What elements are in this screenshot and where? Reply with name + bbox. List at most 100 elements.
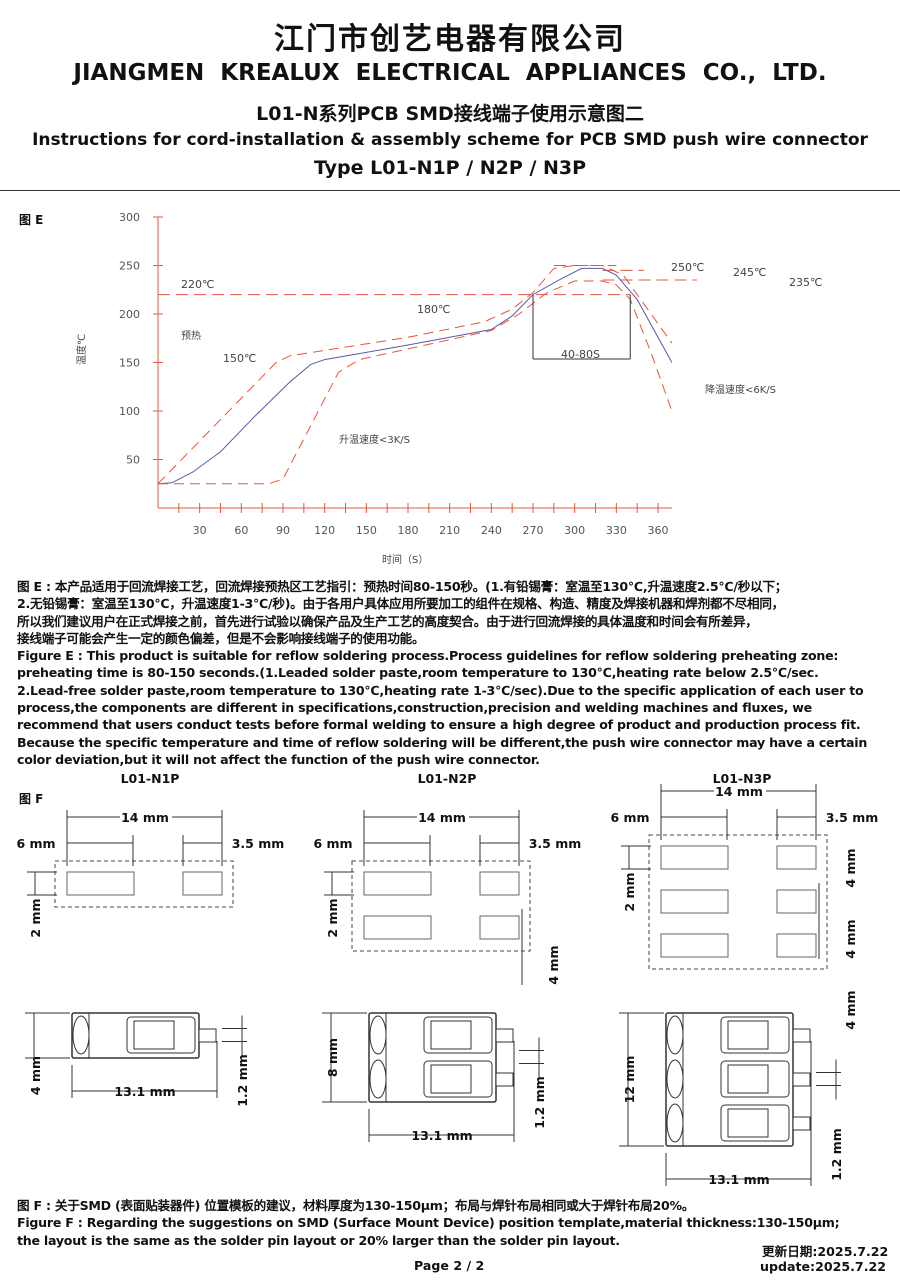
dimension-label: 13.1 mm	[114, 1084, 175, 1099]
paragraph-line: 2.Lead-free solder paste,room temperatur…	[17, 682, 864, 698]
wire-entry-icon	[369, 1015, 387, 1055]
solder-pin	[198, 1028, 217, 1043]
paragraph-line: 2.无铅锡膏：室温至130℃，升温速度1-3℃/秒)。由于各用户具体应用所要加工…	[17, 596, 785, 612]
release-lever	[720, 1016, 790, 1054]
x-tick-label: 180	[398, 524, 419, 537]
solder-pad	[479, 915, 520, 940]
x-tick-label: 360	[648, 524, 669, 537]
dimension-label: 13.1 mm	[708, 1172, 769, 1187]
dimension-label: 1.2 mm	[829, 1128, 844, 1181]
release-lever	[720, 1104, 790, 1142]
wire-entry-icon	[666, 1059, 684, 1099]
dimension-label: 1.2 mm	[532, 1076, 547, 1129]
solder-pad	[182, 871, 223, 896]
paragraph-line: Because the specific temperature and tim…	[17, 734, 868, 750]
paragraph-line: Figure E : This product is suitable for …	[17, 648, 839, 664]
wire-entry-icon	[369, 1059, 387, 1099]
solder-pin	[495, 1028, 514, 1043]
ref-235-label: 235℃	[789, 276, 822, 289]
company-name-cn: 江门市创艺电器有限公司	[274, 22, 626, 57]
y-tick-label: 200	[119, 308, 140, 321]
ref-250-label: 250℃	[671, 261, 704, 274]
dimension-label: 12 mm	[622, 1056, 637, 1104]
dimension-label: 1.2 mm	[235, 1054, 250, 1107]
connector-body	[368, 1012, 497, 1103]
dimension-label: 2 mm	[28, 898, 43, 937]
x-tick-label: 330	[606, 524, 627, 537]
dimension-label: 14 mm	[418, 810, 466, 825]
paragraph-line: recommend that users conduct tests befor…	[17, 717, 861, 733]
x-tick-label: 150	[356, 524, 377, 537]
y-axis-label: 温度℃	[75, 334, 88, 365]
paragraph-line: 图 E : 本产品适用于回流焊接工艺，回流焊接预热区工艺指引：预热时间80-15…	[17, 579, 788, 594]
dimension-label: 2 mm	[325, 898, 340, 937]
x-tick-label: 300	[564, 524, 585, 537]
release-lever	[423, 1060, 493, 1098]
solder-pad	[776, 845, 817, 870]
paragraph-line: 接线端子可能会产生一定的颜色偏差，但是不会影响接线端子的使用功能。	[17, 630, 425, 646]
wire-entry-icon	[72, 1015, 90, 1055]
wire-entry-icon	[666, 1015, 684, 1055]
template-outline	[351, 860, 531, 952]
x-tick-label: 270	[523, 524, 544, 537]
figure-f-description: 图 F : 关于SMD (表面贴装器件) 位置模板的建议，材料厚度为130-15…	[17, 1197, 897, 1249]
header-divider	[0, 190, 900, 191]
solder-pin	[792, 1072, 811, 1087]
dimension-label: 3.5 mm	[826, 810, 879, 825]
paragraph-line: Figure F : Regarding the suggestions on …	[17, 1215, 840, 1231]
x-tick-label: 210	[439, 524, 460, 537]
solder-pad	[660, 889, 729, 914]
figure-f-label: 图 F	[19, 792, 44, 806]
wire-entry-icon	[666, 1103, 684, 1143]
heating-rate-label: 升温速度<3K/S	[339, 433, 410, 446]
release-lever	[423, 1016, 493, 1054]
y-tick-label: 50	[126, 454, 140, 467]
update-date-en: update:2025.7.22	[760, 1259, 886, 1274]
solder-pad	[776, 933, 817, 958]
x-tick-label: 60	[234, 524, 248, 537]
connector-body	[71, 1012, 200, 1059]
smd-drawings: L01-N1P 14 mm 6 mm 3.5 mm 2 mm 13.1 mm 4 mm 1.2…	[16, 771, 879, 1187]
release-lever	[126, 1016, 196, 1054]
paragraph-line: 所以我们建议用户在正式焊接之前，首先进行试验以确保产品及生产工艺的高度契合。由于…	[17, 613, 758, 629]
solder-pad	[363, 915, 432, 940]
paragraph-line: color deviation,but it will not affect t…	[17, 751, 540, 767]
dimension-label: 14 mm	[121, 810, 169, 825]
series-line	[157, 265, 673, 485]
preheat-label: 预热	[181, 329, 201, 342]
dimension-label: 4 mm	[28, 1056, 43, 1095]
dimension-label: 4 mm	[843, 990, 858, 1029]
solder-pad	[776, 889, 817, 914]
lever-window	[727, 1020, 769, 1050]
lever-window	[727, 1108, 769, 1138]
x-tick-label: 30	[193, 524, 207, 537]
update-date-cn: 更新日期:2025.7.22	[762, 1244, 889, 1259]
release-lever	[720, 1060, 790, 1098]
y-tick-label: 300	[119, 211, 140, 224]
template-outline	[54, 860, 234, 908]
solder-pin	[792, 1028, 811, 1043]
lever-window	[430, 1064, 472, 1094]
solder-pin	[792, 1116, 811, 1131]
y-tick-label: 100	[119, 405, 140, 418]
type-title: Type L01-N1P / N2P / N3P	[313, 157, 587, 179]
y-tick-label: 250	[119, 260, 140, 273]
label-180c: 180℃	[417, 303, 450, 316]
solder-pad	[660, 933, 729, 958]
subtitle-en: Instructions for cord-installation & ass…	[32, 130, 868, 150]
dimension-label: L01-N3P	[713, 771, 772, 786]
ref-245-label: 245℃	[733, 266, 766, 279]
dimension-label: 14 mm	[715, 784, 763, 799]
lever-window	[133, 1020, 175, 1050]
dimension-label: 2 mm	[622, 872, 637, 911]
dimension-label: 6 mm	[610, 810, 649, 825]
paragraph-line: preheating time is 80-150 seconds.(1.Lea…	[17, 665, 819, 681]
page-number: Page 2 / 2	[414, 1258, 485, 1273]
figure-e-description: 图 E : 本产品适用于回流焊接工艺，回流焊接预热区工艺指引：预热时间80-15…	[17, 578, 897, 768]
connector-body	[665, 1012, 794, 1147]
x-axis-label: 时间（S）	[382, 553, 428, 566]
paragraph-line: process,the components are different in …	[17, 700, 812, 716]
cooling-rate-label: 降温速度<6K/S	[705, 383, 776, 396]
x-tick-label: 90	[276, 524, 290, 537]
figure-e-label: 图 E	[19, 213, 44, 227]
